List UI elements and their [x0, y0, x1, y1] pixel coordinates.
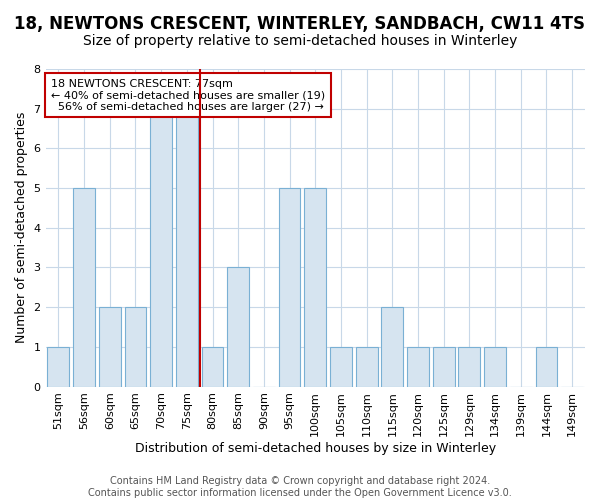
Bar — [73, 188, 95, 386]
Bar — [407, 347, 429, 387]
Bar — [356, 347, 377, 387]
Y-axis label: Number of semi-detached properties: Number of semi-detached properties — [15, 112, 28, 344]
Bar — [125, 307, 146, 386]
Bar — [278, 188, 301, 386]
Bar — [433, 347, 455, 387]
Bar — [99, 307, 121, 386]
Bar — [227, 268, 249, 386]
Bar — [47, 347, 70, 387]
Text: Size of property relative to semi-detached houses in Winterley: Size of property relative to semi-detach… — [83, 34, 517, 48]
X-axis label: Distribution of semi-detached houses by size in Winterley: Distribution of semi-detached houses by … — [135, 442, 496, 455]
Bar — [458, 347, 481, 387]
Bar — [382, 307, 403, 386]
Text: 18, NEWTONS CRESCENT, WINTERLEY, SANDBACH, CW11 4TS: 18, NEWTONS CRESCENT, WINTERLEY, SANDBAC… — [14, 15, 586, 33]
Text: 18 NEWTONS CRESCENT: 77sqm
← 40% of semi-detached houses are smaller (19)
  56% : 18 NEWTONS CRESCENT: 77sqm ← 40% of semi… — [51, 78, 325, 112]
Bar — [202, 347, 223, 387]
Bar — [330, 347, 352, 387]
Bar — [150, 108, 172, 386]
Bar — [484, 347, 506, 387]
Bar — [536, 347, 557, 387]
Bar — [176, 108, 198, 386]
Text: Contains HM Land Registry data © Crown copyright and database right 2024.
Contai: Contains HM Land Registry data © Crown c… — [88, 476, 512, 498]
Bar — [304, 188, 326, 386]
